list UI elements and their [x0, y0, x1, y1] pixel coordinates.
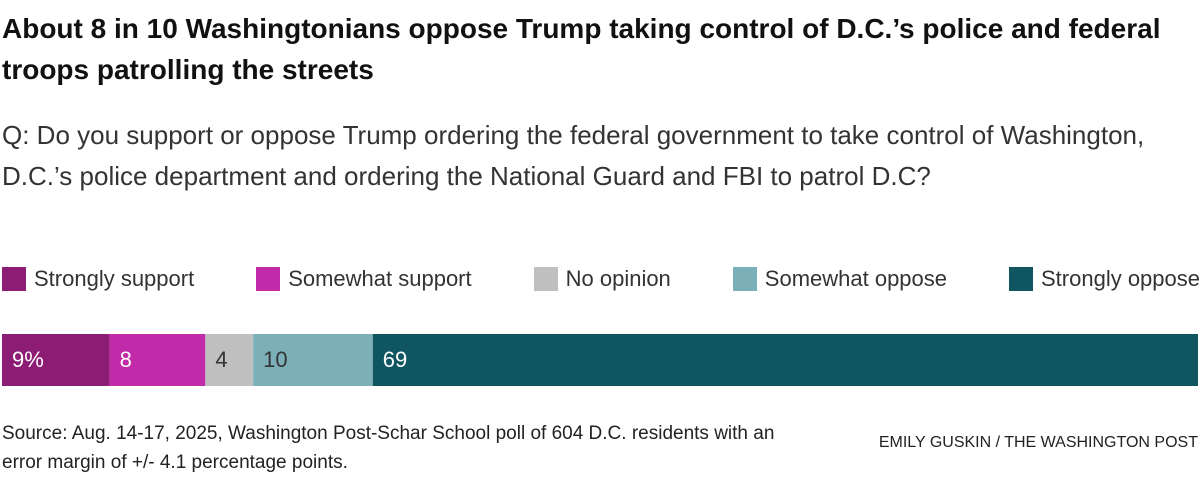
- legend-swatch: [533, 267, 558, 291]
- value-label: 4: [215, 347, 227, 372]
- legend-swatch: [2, 267, 26, 291]
- bar-segment: [372, 334, 1198, 386]
- bar-segment: [109, 334, 206, 386]
- source-note: Source: Aug. 14-17, 2025, Washington Pos…: [2, 423, 775, 473]
- chart-title: About 8 in 10 Washingtonians oppose Trum…: [2, 13, 1161, 85]
- legend-label: Somewhat support: [288, 266, 472, 291]
- value-label: 8: [120, 347, 132, 372]
- legend-label: Strongly oppose: [1041, 266, 1200, 291]
- bar-segment: [205, 334, 254, 386]
- legend-item: Strongly oppose: [1009, 266, 1200, 292]
- legend: Strongly support Somewhat support No opini…: [2, 266, 1200, 292]
- bar-segment: [253, 334, 373, 386]
- bar-segment: [2, 334, 110, 386]
- chart-subtitle: Q: Do you support or oppose Trump orderi…: [2, 120, 1145, 191]
- legend-swatch: [732, 267, 757, 291]
- legend-swatch: [1009, 267, 1033, 291]
- legend-item: No opinion: [533, 266, 671, 292]
- chart: 9% 8 4 10 69: [2, 334, 1198, 386]
- legend-label: Somewhat oppose: [764, 266, 948, 291]
- legend-item: Somewhat support: [256, 266, 472, 292]
- legend-item: Somewhat oppose: [732, 266, 948, 292]
- legend-label: No opinion: [565, 266, 671, 291]
- legend-item: Strongly support: [2, 266, 194, 292]
- value-label: 10: [263, 347, 287, 372]
- legend-label: Strongly support: [34, 266, 195, 291]
- value-label: 9%: [12, 347, 44, 372]
- credit: EMILY GUSKIN / THE WASHINGTON POST: [878, 434, 1198, 451]
- legend-swatch: [256, 267, 281, 291]
- value-label: 69: [383, 347, 407, 372]
